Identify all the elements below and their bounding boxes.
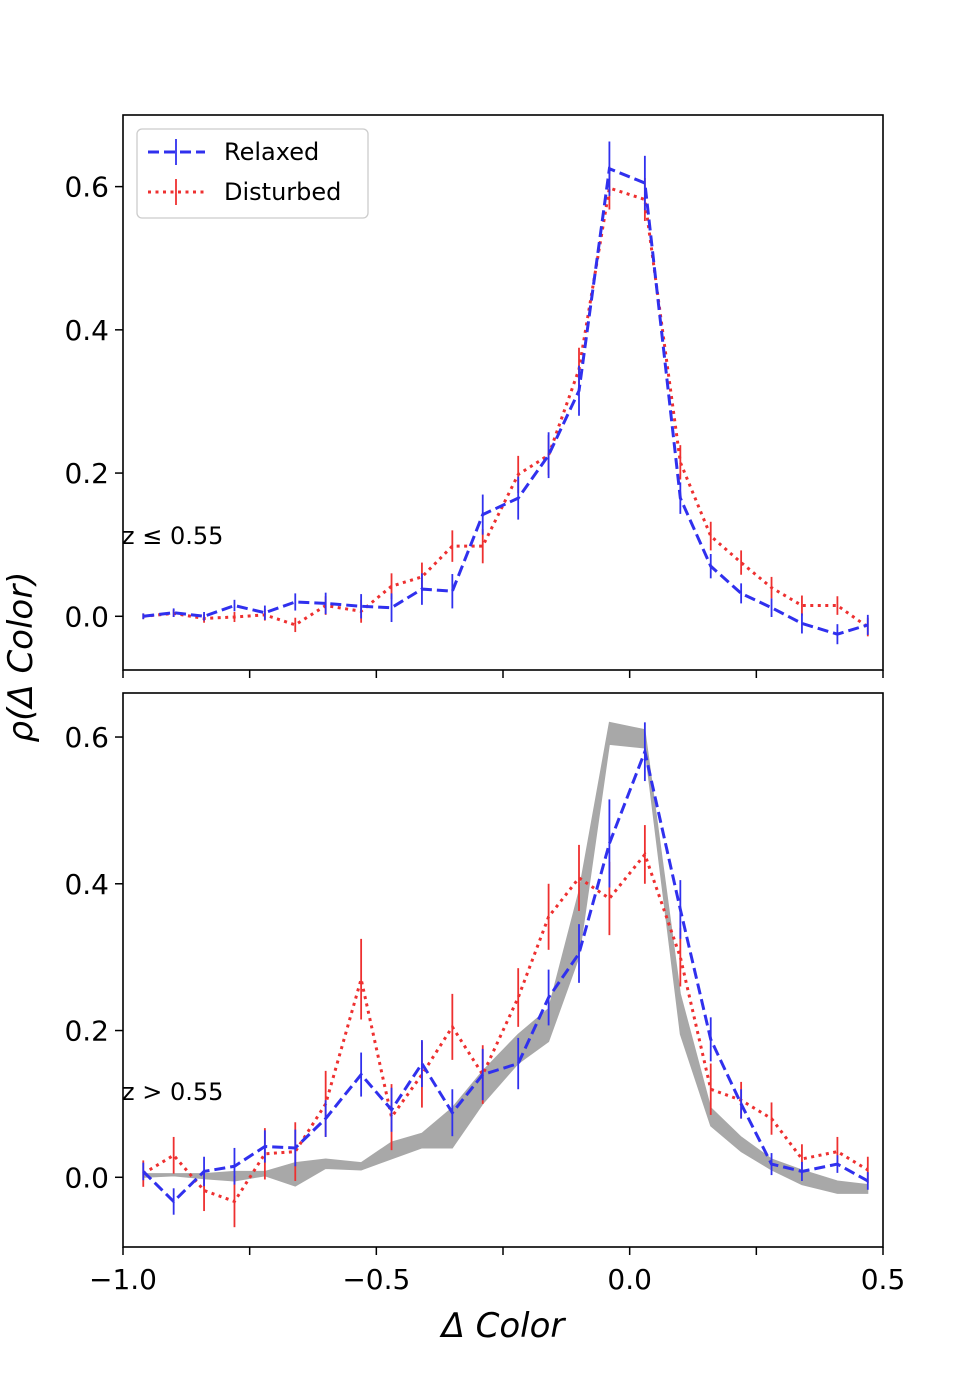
relaxed-series-line — [142, 746, 869, 1204]
bottom-annotation: z > 0.55 — [122, 1078, 223, 1106]
disturbed-series-line — [143, 186, 869, 629]
legend-frame — [136, 128, 369, 219]
x-tick-label: −1.0 — [89, 1263, 157, 1296]
legend-entry-relaxed: Relaxed — [148, 138, 319, 166]
disturbed-series-line — [142, 851, 869, 1204]
x-tick-label: 0.5 — [861, 1263, 906, 1296]
reference-band — [142, 721, 869, 1194]
top-annotation: z ≤ 0.55 — [122, 522, 223, 550]
x-tick-label: 0.0 — [607, 1263, 652, 1296]
legend: Relaxed Disturbed — [136, 128, 369, 219]
relaxed-series-line — [143, 166, 869, 636]
y-tick-label: 0.2 — [64, 457, 109, 490]
y-tick-label: 0.6 — [64, 721, 109, 754]
top-panel: 0.0 0.2 0.4 0.6 z ≤ 0.55 Relaxed Disturbed — [64, 114, 884, 678]
y-tick-label: 0.0 — [64, 600, 109, 633]
bottom-panel: 0.0 0.2 0.4 0.6 −1.0 −0.5 0.0 0.5 z > 0.55 — [64, 692, 906, 1296]
legend-relaxed-label: Relaxed — [224, 138, 319, 166]
y-tick-label: 0.2 — [64, 1015, 109, 1048]
legend-disturbed-label: Disturbed — [224, 178, 341, 206]
y-tick-label: 0.0 — [64, 1161, 109, 1194]
y-tick-label: 0.4 — [64, 868, 109, 901]
x-tick-label: −0.5 — [342, 1263, 410, 1296]
x-axis-label: Δ Color — [439, 1306, 567, 1346]
y-tick-label: 0.4 — [64, 314, 109, 347]
legend-entry-disturbed: Disturbed — [148, 178, 341, 206]
y-axis-label: ρ(Δ Color) — [1, 572, 41, 743]
y-tick-label: 0.6 — [64, 171, 109, 204]
